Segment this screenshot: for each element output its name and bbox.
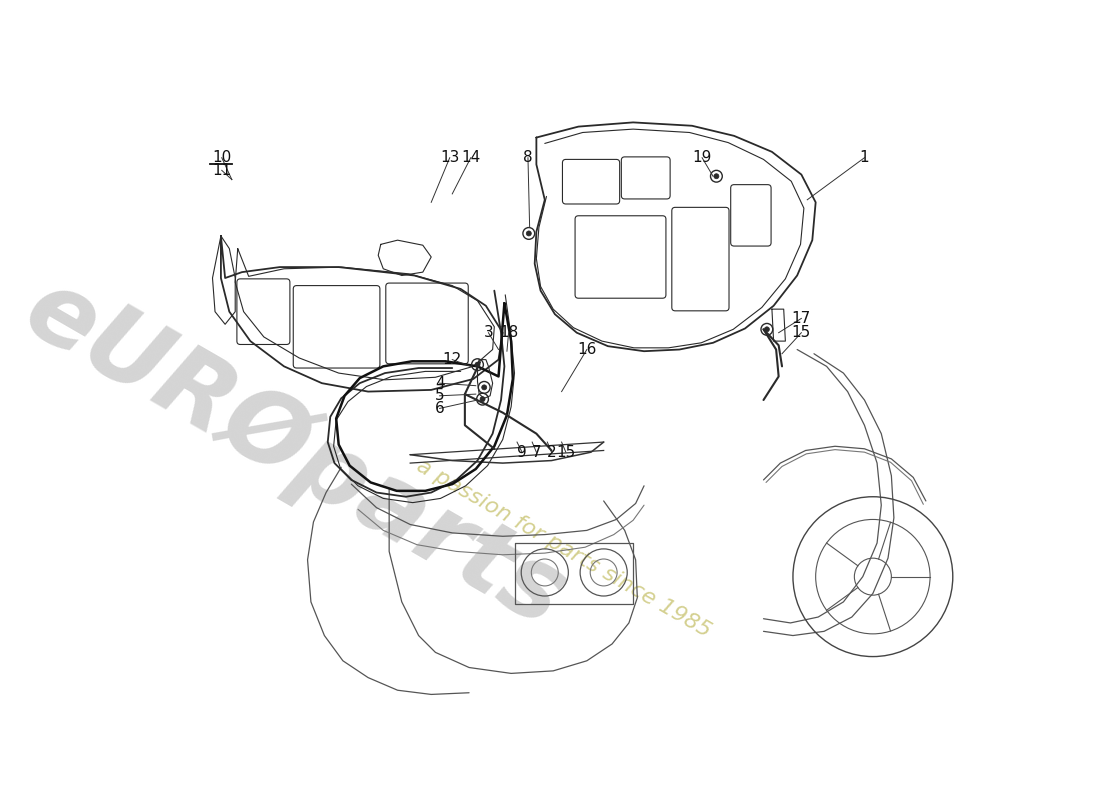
Text: 15: 15: [557, 445, 575, 460]
Text: a passion for parts since 1985: a passion for parts since 1985: [412, 455, 714, 641]
Text: 19: 19: [692, 150, 712, 166]
Text: 14: 14: [461, 150, 481, 166]
Circle shape: [480, 397, 485, 402]
Text: 9: 9: [517, 445, 527, 460]
Text: 7: 7: [531, 445, 541, 460]
Text: 15: 15: [792, 326, 811, 340]
Text: 12: 12: [442, 352, 462, 367]
Text: 17: 17: [792, 311, 811, 326]
Text: 8: 8: [524, 150, 532, 166]
Text: 11: 11: [212, 163, 231, 178]
Text: 6: 6: [434, 401, 444, 416]
Text: 2: 2: [547, 445, 557, 460]
Circle shape: [482, 385, 486, 390]
Text: 4: 4: [434, 376, 444, 390]
Text: 5: 5: [434, 388, 444, 403]
Text: eURØparts: eURØparts: [8, 259, 582, 648]
Text: 18: 18: [499, 326, 518, 340]
Circle shape: [714, 174, 719, 178]
Circle shape: [764, 327, 769, 332]
Text: 1: 1: [859, 150, 869, 166]
Circle shape: [475, 362, 480, 367]
Text: 13: 13: [440, 150, 460, 166]
Text: 16: 16: [578, 342, 596, 357]
Text: 3: 3: [484, 326, 493, 340]
Text: 10: 10: [212, 150, 231, 166]
Circle shape: [526, 231, 531, 236]
